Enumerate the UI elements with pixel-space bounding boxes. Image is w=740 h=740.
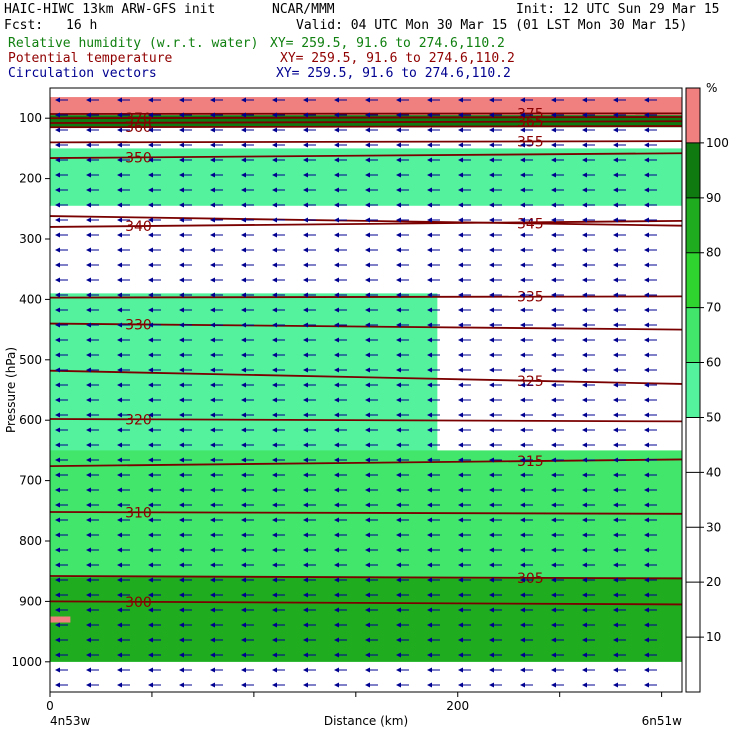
colorbar-band-80-90 <box>686 197 700 253</box>
y-tick-label-300: 300 <box>19 232 42 246</box>
y-tick-label-100: 100 <box>19 111 42 125</box>
colorbar-label-40: 40 <box>706 465 721 479</box>
y-tick-label-1000: 1000 <box>11 655 42 669</box>
theta-contour-355 <box>50 140 682 144</box>
theta-contour-320 <box>50 418 682 423</box>
colorbar-label-70: 70 <box>706 301 721 315</box>
y-tick-label-700: 700 <box>19 474 42 488</box>
colorbar-band-60-70 <box>686 307 700 363</box>
theta-label-335: 335 <box>517 290 544 306</box>
field-vectors-xy: XY= 259.5, 91.6 to 274.6,110.2 <box>276 66 511 81</box>
colorbar-frame <box>685 87 701 693</box>
x-axis-label: Distance (km) <box>324 714 408 728</box>
field-rh-name: Relative humidity (w.r.t. water) <box>8 36 259 51</box>
y-tick-label-900: 900 <box>19 594 42 608</box>
y-tick-label-600: 600 <box>19 413 42 427</box>
colorbar-label-20: 20 <box>706 575 721 589</box>
colorbar-band-50-60 <box>686 362 700 418</box>
theta-contour-365 <box>50 120 682 124</box>
rh-region-5 <box>50 577 682 662</box>
right-endpoint-label: 6n51w <box>642 714 683 728</box>
theta-label-330: 330 <box>125 317 152 333</box>
theta-label-340: 340 <box>125 219 152 235</box>
theta-label-325: 325 <box>517 374 544 390</box>
x-tick-label-200: 200 <box>446 699 469 713</box>
colorbar-label-90: 90 <box>706 191 721 205</box>
theta-contour-325 <box>50 369 682 385</box>
colorbar-label-60: 60 <box>706 356 721 370</box>
theta-contour-350 <box>50 152 682 159</box>
theta-label-315: 315 <box>517 454 544 470</box>
rh-region-6 <box>50 616 71 623</box>
colorbar-band-70-80 <box>686 252 700 308</box>
org-label: NCAR/MMM <box>272 2 335 17</box>
valid-time: Valid: 04 UTC Mon 30 Mar 15 (01 LST Mon … <box>296 18 688 33</box>
theta-label-355: 355 <box>517 134 544 150</box>
fcst-value: 16 h <box>66 18 98 33</box>
y-tick-label-800: 800 <box>19 534 42 548</box>
theta-label-305: 305 <box>517 571 544 587</box>
axes-layer: 100 200 300 400 500 600 700 800 900 1000 0 200 <box>11 111 663 713</box>
theta-contour-360 <box>50 125 682 129</box>
theta-contour-340 <box>50 219 682 228</box>
theta-contour-335 <box>50 295 682 299</box>
x-tick-label-0: 0 <box>46 699 54 713</box>
theta-label-310: 310 <box>125 505 152 521</box>
field-theta-name: Potential temperature <box>8 51 173 66</box>
colorbar-label-100: 100 <box>706 136 729 150</box>
colorbar-unit: % <box>706 81 717 95</box>
colorbar: 10 20 30 40 50 60 70 80 90 100 <box>685 87 729 693</box>
theta-label-360: 360 <box>125 120 152 136</box>
field-rh-xy: XY= 259.5, 91.6 to 274.6,110.2 <box>270 36 505 51</box>
theta-label-350: 350 <box>125 150 152 166</box>
fcst-label: Fcst: <box>4 18 44 33</box>
field-theta-xy: XY= 259.5, 91.6 to 274.6,110.2 <box>280 51 515 66</box>
theta-label-345: 345 <box>517 216 544 232</box>
theta-label-370: 370 <box>125 111 152 127</box>
theta-label-320: 320 <box>125 412 152 428</box>
theta-label-300: 300 <box>125 595 152 611</box>
colorbar-label-50: 50 <box>706 410 721 424</box>
theta-contour-310 <box>50 511 682 515</box>
init-time: Init: 12 UTC Sun 29 Mar 15 <box>516 2 720 17</box>
y-tick-label-200: 200 <box>19 172 42 186</box>
colorbar-label-80: 80 <box>706 246 721 260</box>
colorbar-band-100+ <box>686 88 700 143</box>
colorbar-label-30: 30 <box>706 520 721 534</box>
field-vectors-name: Circulation vectors <box>8 66 157 81</box>
plot-frame <box>49 87 683 693</box>
y-tick-label-400: 400 <box>19 292 42 306</box>
vector-layer <box>55 97 657 688</box>
theta-contour-305 <box>50 575 682 580</box>
model-title: HAIC-HIWC 13km ARW-GFS init <box>4 2 216 17</box>
theta-contour-375 <box>50 112 682 115</box>
colorbar-band-90-100 <box>686 142 700 198</box>
colorbar-label-10: 10 <box>706 630 721 644</box>
y-tick-label-500: 500 <box>19 353 42 367</box>
left-endpoint-label: 4n53w <box>50 714 91 728</box>
y-axis-label: Pressure (hPa) <box>4 347 18 433</box>
theta-label-365: 365 <box>517 115 544 131</box>
theta-contour-300 <box>50 600 682 606</box>
theta-contour-370 <box>50 116 682 120</box>
theta-contour-315 <box>50 458 682 468</box>
